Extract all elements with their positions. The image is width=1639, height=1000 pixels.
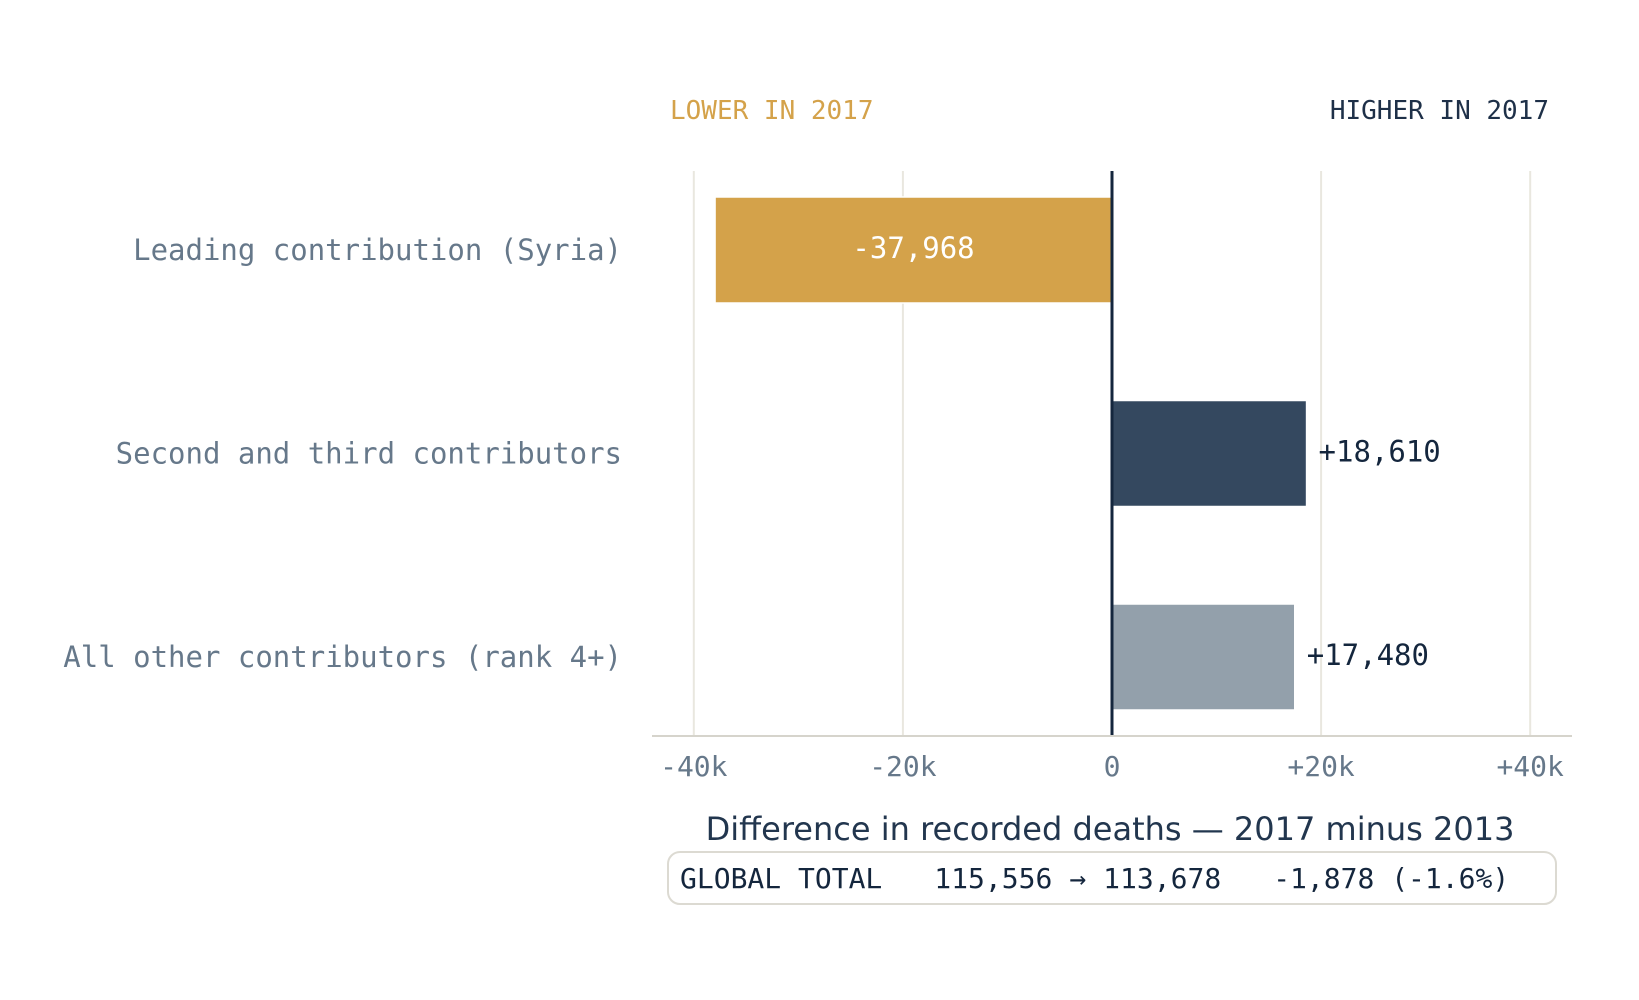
value-label-0: -37,968 bbox=[852, 231, 974, 265]
global-total-change: -1,878 (-1.6%) bbox=[1273, 862, 1509, 895]
x-tick-label-1: -20k bbox=[869, 750, 937, 783]
global-total-from: 115,556 bbox=[934, 862, 1052, 895]
category-label-1: Second and third contributors bbox=[116, 437, 622, 471]
category-label-2: All other contributors (rank 4+) bbox=[63, 640, 622, 674]
global-total-label: GLOBAL TOTAL bbox=[680, 862, 882, 895]
global-total-box: GLOBAL TOTAL 115,556 → 113,678 -1,878 (-1.6%… bbox=[667, 851, 1557, 905]
x-tick-label-4: +40k bbox=[1496, 750, 1564, 783]
x-tick-label-2: 0 bbox=[1104, 750, 1121, 783]
global-total-text: GLOBAL TOTAL 115,556 → 113,678 -1,878 (-1.6%… bbox=[680, 862, 1509, 895]
x-tick-label-0: -40k bbox=[660, 750, 728, 783]
labels: Leading contribution (Syria) -37,968 Secon… bbox=[63, 231, 1440, 674]
bar-2 bbox=[1111, 603, 1296, 711]
category-label-0: Leading contribution (Syria) bbox=[133, 233, 622, 267]
bar-0 bbox=[714, 196, 1113, 304]
bar-1 bbox=[1111, 399, 1308, 508]
value-label-1: +18,610 bbox=[1319, 435, 1441, 469]
x-tick-label-3: +20k bbox=[1287, 750, 1355, 783]
x-axis-title: Difference in recorded deaths — 2017 min… bbox=[706, 810, 1515, 848]
bars bbox=[714, 171, 1308, 736]
lower-direction-label: LOWER IN 2017 bbox=[670, 96, 874, 126]
global-total-to: 113,678 bbox=[1103, 862, 1221, 895]
higher-direction-label: HIGHER IN 2017 bbox=[1330, 96, 1549, 126]
global-total-arrow: → bbox=[1069, 862, 1086, 895]
value-label-2: +17,480 bbox=[1307, 638, 1429, 672]
global-total-frame bbox=[667, 851, 1557, 905]
x-axis: -40k -20k 0 +20k +40k bbox=[652, 735, 1572, 783]
